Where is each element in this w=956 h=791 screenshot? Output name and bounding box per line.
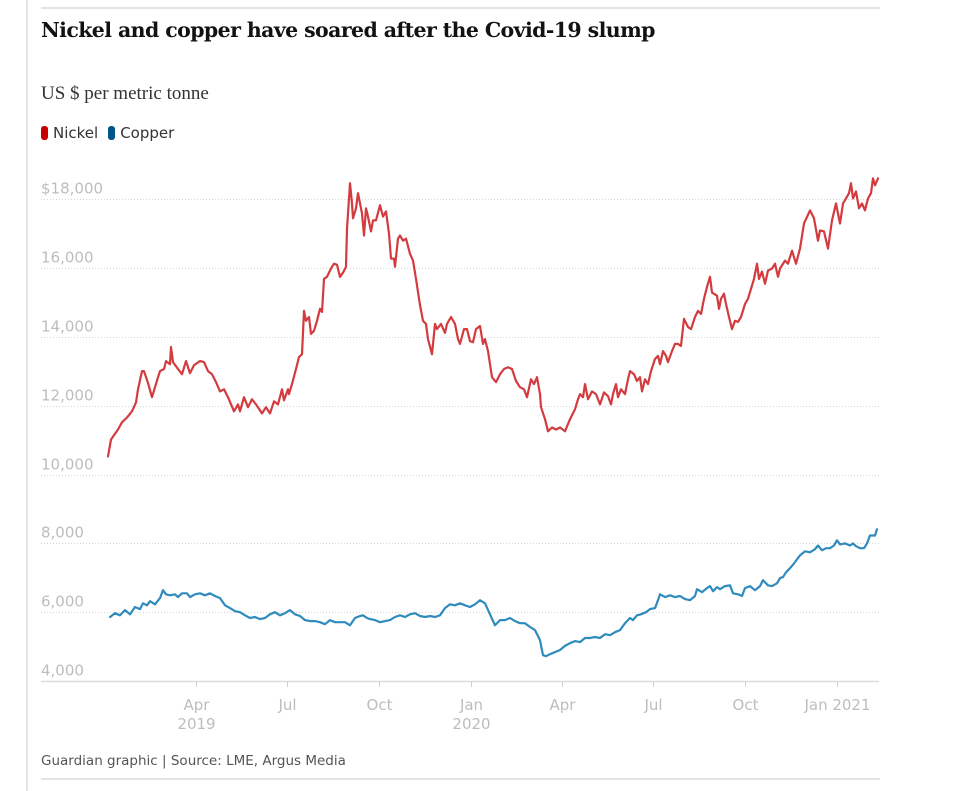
top-divider	[41, 7, 880, 9]
legend-swatch-copper	[108, 126, 116, 140]
x-tick-sublabel: 2019	[177, 715, 215, 733]
y-tick-label: 12,000	[41, 387, 94, 405]
bottom-divider	[41, 778, 880, 780]
y-tick-label: 6,000	[41, 593, 84, 611]
source-credit: Guardian graphic | Source: LME, Argus Me…	[41, 753, 346, 769]
x-tick-label: Oct	[733, 696, 759, 714]
gridlines	[41, 199, 879, 683]
legend-label-nickel: Nickel	[53, 124, 99, 142]
x-tick-label: Jul	[643, 696, 662, 714]
y-tick-label: $18,000	[41, 180, 103, 198]
legend-item-nickel: Nickel	[41, 124, 98, 142]
series-line-nickel	[106, 177, 880, 458]
y-tick-label: 16,000	[41, 249, 94, 267]
y-tick-label: 14,000	[41, 318, 94, 336]
x-tick-label: Jan	[459, 696, 483, 714]
y-tick-label: 10,000	[41, 456, 94, 474]
x-tick-label: Apr	[184, 696, 211, 714]
x-tick-sublabel: 2020	[452, 715, 490, 733]
y-tick-label: 8,000	[41, 524, 84, 542]
y-tick-label: 4,000	[41, 662, 84, 680]
chart-subtitle: US $ per metric tonne	[41, 83, 209, 104]
chart-title: Nickel and copper have soared after the …	[41, 18, 656, 42]
page-left-border	[26, 0, 28, 791]
x-tick-label: Oct	[367, 696, 393, 714]
legend: Nickel Copper	[41, 124, 184, 142]
series-line-copper	[108, 528, 879, 658]
series-lines	[106, 177, 880, 658]
x-tick-label: Apr	[550, 696, 577, 714]
x-tick-label: Jan 2021	[803, 696, 870, 714]
legend-label-copper: Copper	[120, 124, 175, 142]
legend-swatch-nickel	[41, 126, 48, 140]
y-axis: 4,000 6,000 8,000 10,000 12,000 14,000 16,000 $…	[41, 180, 103, 680]
x-tick-label: Jul	[277, 696, 296, 714]
legend-item-copper: Copper	[108, 124, 174, 142]
